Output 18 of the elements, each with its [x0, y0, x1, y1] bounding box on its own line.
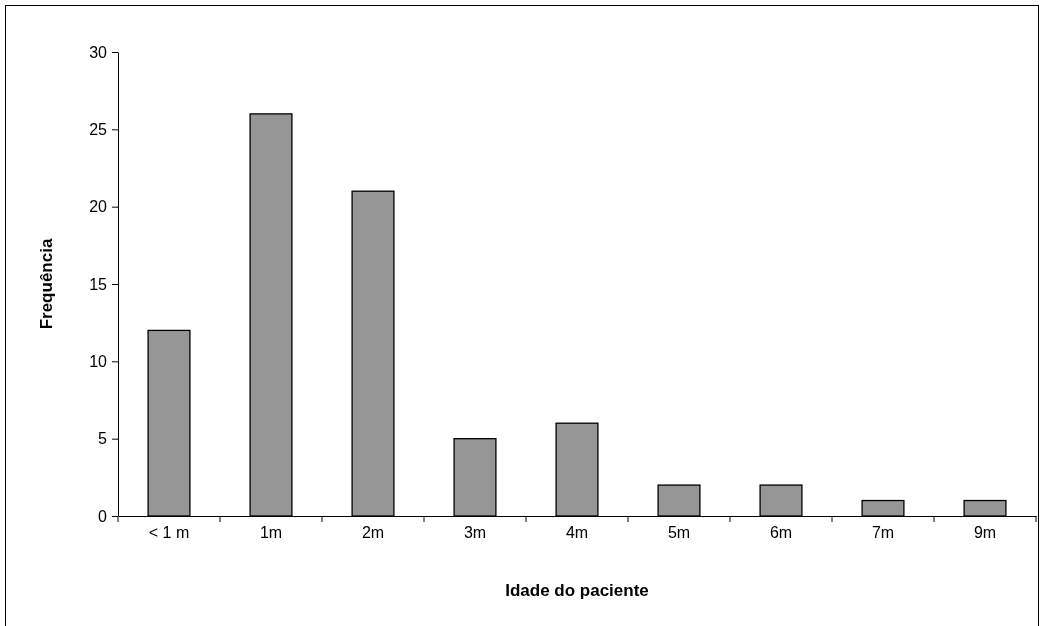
- y-tick-label: 20: [89, 198, 108, 216]
- y-axis-title: Frequência: [37, 238, 56, 330]
- y-tick-label: 0: [98, 507, 108, 525]
- x-tick-label: < 1 m: [148, 524, 190, 542]
- x-tick-label: 5m: [667, 524, 691, 542]
- x-tick-label: 4m: [565, 524, 589, 542]
- y-tick-label: 5: [98, 430, 108, 448]
- y-tick-label: 30: [89, 43, 108, 61]
- x-tick-label: 3m: [463, 524, 487, 542]
- x-tick-label: 6m: [769, 524, 793, 542]
- y-tick-label: 15: [89, 275, 108, 293]
- y-tick-label: 10: [89, 352, 108, 370]
- x-axis-title: Idade do paciente: [505, 581, 649, 600]
- x-tick-label: 9m: [973, 524, 997, 542]
- x-tick-label: 7m: [871, 524, 895, 542]
- x-tick-label: 1m: [259, 524, 283, 542]
- y-tick-label: 25: [89, 120, 108, 138]
- x-tick-label: 2m: [361, 524, 385, 542]
